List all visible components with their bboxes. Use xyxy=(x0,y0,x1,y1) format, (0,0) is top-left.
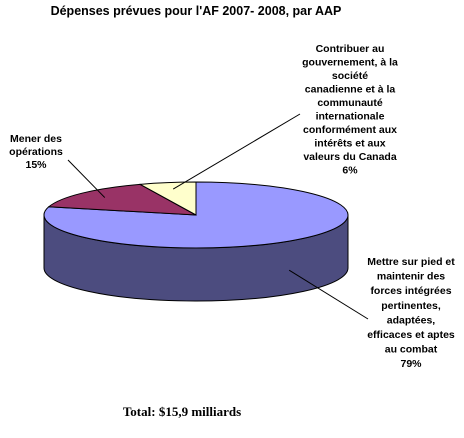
slice-contribuer xyxy=(138,181,197,216)
slice-label-contribuer: Contribuer au gouvernement, à la société ca… xyxy=(302,43,398,177)
slice-label-line: société xyxy=(332,70,368,82)
slice-label-line: au combat xyxy=(385,344,438,356)
leader-lines xyxy=(67,113,369,320)
slice-label-line: canadienne et à la xyxy=(305,84,396,96)
slice-label-line: valeurs du Canada xyxy=(303,151,397,163)
slice-label-line: Mener des xyxy=(10,133,62,145)
chart-title: Dépenses prévues pour l'AF 2007- 2008, p… xyxy=(51,4,342,18)
slice-label-line: pertinentes, xyxy=(381,300,441,312)
slice-label-line: communauté xyxy=(317,97,383,109)
slice-value-label: 6% xyxy=(342,165,358,177)
slice-label-line: maintenir des xyxy=(377,271,445,283)
slice-label-line: conformément aux xyxy=(303,124,397,136)
slice-label-line: efficaces et aptes xyxy=(367,329,455,341)
slice-labels: Mettre sur pied et maintenir des forces in… xyxy=(9,43,455,370)
slice-label-line: adaptées, xyxy=(387,314,436,326)
pie-slices xyxy=(43,181,349,302)
leader-line-contribuer xyxy=(172,113,301,190)
leader-line-operations xyxy=(67,159,106,198)
slice-label-operations: Mener des opérations 15% xyxy=(9,133,63,171)
slice-label-line: internationale xyxy=(316,111,385,123)
slice-value-label: 79% xyxy=(400,358,422,370)
slice-label-line: gouvernement, à la xyxy=(302,57,398,69)
slice-value-label: 15% xyxy=(25,159,47,171)
slice-label-line: opérations xyxy=(9,146,63,158)
slice-label-line: Mettre sur pied et xyxy=(367,256,455,268)
slice-operations xyxy=(47,183,197,216)
slice-label-line: Contribuer au xyxy=(316,43,385,55)
slice-label-pied: Mettre sur pied et maintenir des forces in… xyxy=(367,256,455,370)
slice-label-line: forces intégrées xyxy=(370,285,451,297)
leader-line-pied xyxy=(288,269,369,320)
slice-label-line: intérêts et aux xyxy=(314,138,385,150)
chart-total: Total: $15,9 milliards xyxy=(123,404,241,419)
